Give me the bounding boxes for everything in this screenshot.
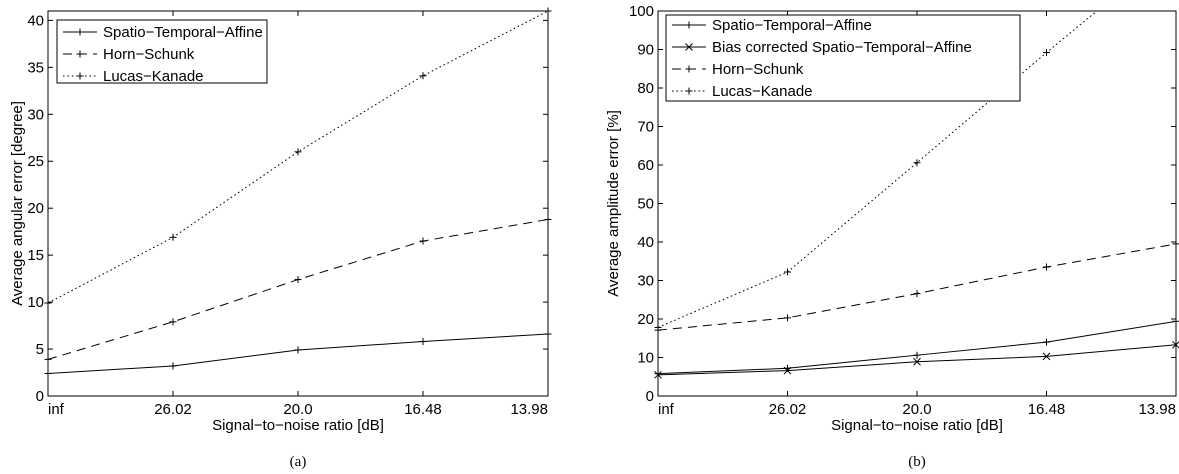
legend-box <box>56 19 268 84</box>
y-tick-label: 100 <box>629 3 654 20</box>
series-1 <box>654 340 1179 379</box>
y-axis-label-b: Average amplitude error [%] <box>605 110 622 296</box>
legend-label: Spatio−Temporal−Affine <box>103 24 263 41</box>
x-tick-label: 13.98 <box>1138 401 1176 418</box>
legend-label: Horn−Schunk <box>103 46 195 63</box>
caption-b: (b) <box>908 454 926 470</box>
y-tick-label: 80 <box>637 80 654 97</box>
legend-b: Spatio−Temporal−Affine Bias corrected Spa… <box>665 14 1021 102</box>
x-tick-label: 20.0 <box>283 401 312 418</box>
series-group-b <box>654 11 1179 379</box>
chart-panel-a: 0 5 10 15 20 25 30 35 40 inf 26.02 20.0 16.48 13.98 S… <box>9 7 552 470</box>
series-line <box>658 243 1176 331</box>
legend-a: Spatio−Temporal−Affine Horn−Schunk Lucas−K… <box>56 19 268 85</box>
y-tick-label: 60 <box>637 157 654 174</box>
y-tick-label: 70 <box>637 119 654 136</box>
series-line <box>658 11 1098 328</box>
chart-panel-b: 0 10 20 30 40 50 60 70 80 90 100 inf 26.02 20.0 16.48 1… <box>605 3 1179 470</box>
series-line <box>658 320 1176 375</box>
ticks-group-b: 0 10 20 30 40 50 60 70 80 90 100 inf 26.02 20.0 16.48 1… <box>629 3 1177 418</box>
legend-marker <box>685 43 693 51</box>
x-tick-label: 13.98 <box>510 401 548 418</box>
series-1 <box>44 215 552 363</box>
y-tick-label: 40 <box>27 12 44 29</box>
legend-label: Spatio−Temporal−Affine <box>712 17 872 34</box>
y-tick-label: 20 <box>637 311 654 328</box>
series-3 <box>654 11 1098 331</box>
x-tick-label: 16.48 <box>404 401 442 418</box>
x-tick-label: 26.02 <box>154 401 192 418</box>
y-tick-label: 30 <box>27 106 44 123</box>
x-axis-label-b: Signal−to−noise ratio [dB] <box>831 417 1003 434</box>
legend-label: Bias corrected Spatio−Temporal−Affine <box>712 39 972 56</box>
y-tick-label: 10 <box>637 350 654 367</box>
legend-label: Horn−Schunk <box>712 61 804 78</box>
x-tick-label: inf <box>658 401 675 418</box>
y-tick-label: 20 <box>27 200 44 217</box>
caption-a: (a) <box>290 454 307 470</box>
y-tick-label: 10 <box>27 294 44 311</box>
legend-label: Lucas−Kanade <box>103 68 204 85</box>
data-point <box>1172 341 1179 349</box>
y-axis-label-a: Average angular error [degree] <box>9 101 26 306</box>
x-tick-label: 16.48 <box>1028 401 1066 418</box>
series-0 <box>44 330 552 377</box>
data-point <box>654 370 662 379</box>
series-0 <box>654 317 1179 378</box>
y-tick-label: 50 <box>637 196 654 213</box>
series-line <box>48 333 548 374</box>
y-tick-label: 30 <box>637 273 654 290</box>
series-2 <box>654 240 1179 334</box>
series-group-a <box>44 7 552 377</box>
x-tick-label: 26.02 <box>769 401 807 418</box>
x-axis-label-a: Signal−to−noise ratio [dB] <box>212 417 384 434</box>
ticks-group-a: 0 5 10 15 20 25 30 35 40 inf 26.02 20.0 16.48 13.98 <box>27 11 549 418</box>
x-tick-label: 20.0 <box>902 401 931 418</box>
legend-box <box>665 14 1021 102</box>
y-tick-label: 0 <box>646 388 654 405</box>
y-tick-label: 35 <box>27 59 44 76</box>
y-tick-label: 90 <box>637 42 654 59</box>
x-tick-label: inf <box>48 401 65 418</box>
data-point <box>913 357 921 366</box>
y-tick-label: 25 <box>27 153 44 170</box>
y-tick-label: 5 <box>36 341 44 358</box>
y-tick-label: 40 <box>637 234 654 251</box>
y-tick-label: 15 <box>27 247 44 264</box>
data-point <box>783 366 792 375</box>
legend-label: Lucas−Kanade <box>712 83 813 100</box>
data-point <box>1042 352 1051 361</box>
y-tick-label: 0 <box>36 388 44 405</box>
